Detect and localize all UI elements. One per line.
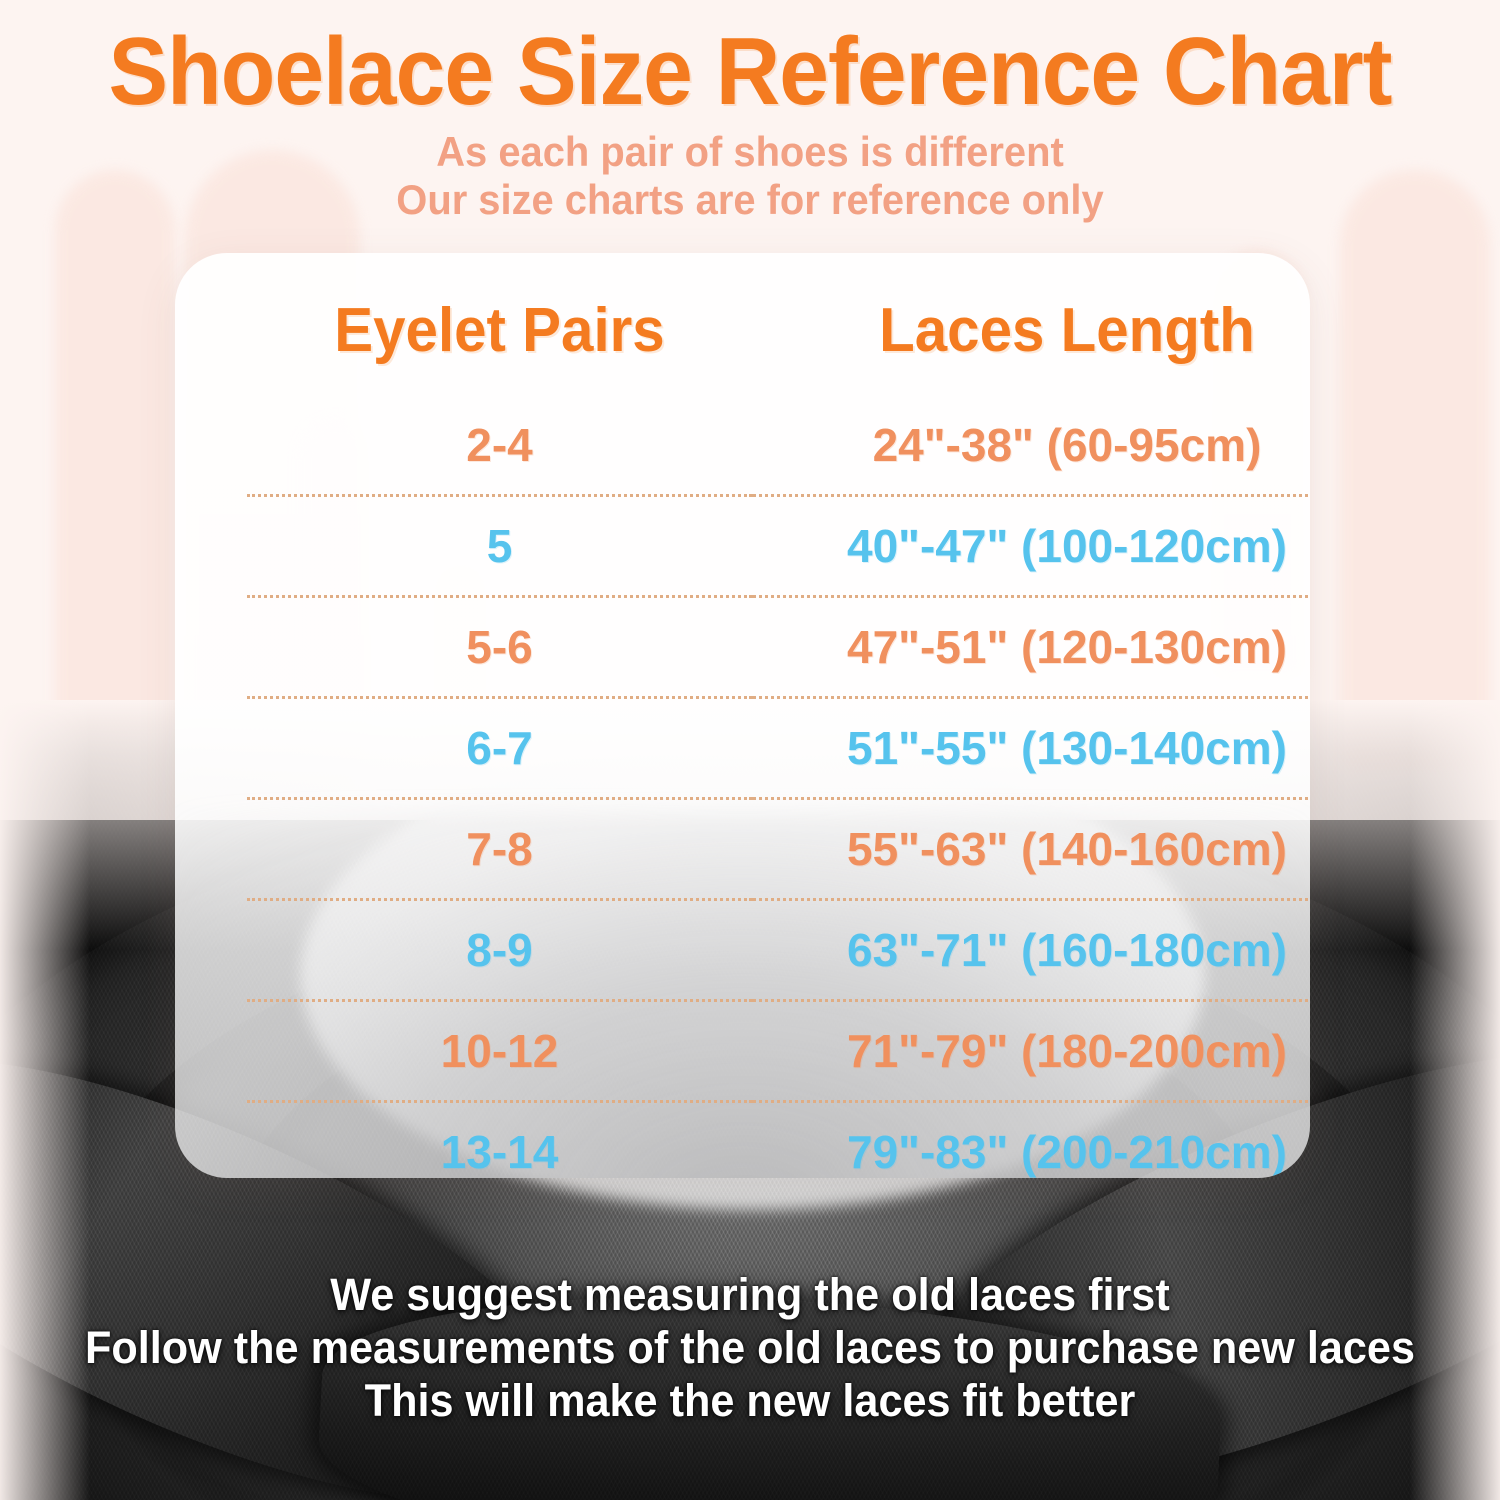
cell-laces-length: 71"-79" (180-200cm) bbox=[752, 999, 1310, 1102]
cell-eyelet-pairs: 6-7 bbox=[247, 696, 752, 799]
size-table-body: 2-4 24"-38" (60-95cm) 5 40"-47" (100-120cm)… bbox=[247, 396, 1310, 1178]
table-row: 5 40"-47" (100-120cm) bbox=[247, 494, 1310, 597]
size-table-wrapper: Eyelet Pairs Laces Length 2-4 24"-38" (60… bbox=[175, 253, 1310, 1178]
table-row: 13-14 79"-83" (200-210cm) bbox=[247, 1100, 1310, 1178]
cell-eyelet-pairs: 5 bbox=[247, 494, 752, 597]
page-title: Shoelace Size Reference Chart bbox=[108, 18, 1392, 125]
cell-eyelet-pairs: 13-14 bbox=[247, 1100, 752, 1178]
size-reference-table: Eyelet Pairs Laces Length 2-4 24"-38" (60… bbox=[247, 253, 1310, 1178]
table-row: 2-4 24"-38" (60-95cm) bbox=[247, 396, 1310, 496]
cell-laces-length: 79"-83" (200-210cm) bbox=[752, 1100, 1310, 1178]
caption-line-1: We suggest measuring the old laces first bbox=[330, 1269, 1170, 1320]
cell-laces-length: 40"-47" (100-120cm) bbox=[752, 494, 1310, 597]
background-watermark-shape bbox=[55, 170, 175, 730]
bottom-caption: We suggest measuring the old laces first… bbox=[30, 1268, 1470, 1427]
table-row: 7-8 55"-63" (140-160cm) bbox=[247, 797, 1310, 900]
page-subtitle: As each pair of shoes is different Our s… bbox=[38, 128, 1463, 224]
cell-eyelet-pairs: 10-12 bbox=[247, 999, 752, 1102]
subtitle-line-2: Our size charts are for reference only bbox=[396, 176, 1104, 223]
cell-laces-length: 24"-38" (60-95cm) bbox=[872, 419, 1262, 471]
cell-eyelet-pairs: 7-8 bbox=[247, 797, 752, 900]
table-row: 10-12 71"-79" (180-200cm) bbox=[247, 999, 1310, 1102]
cell-laces-length: 55"-63" (140-160cm) bbox=[752, 797, 1310, 900]
table-header-row: Eyelet Pairs Laces Length bbox=[247, 253, 1310, 396]
column-header-laces-length: Laces Length bbox=[879, 296, 1255, 365]
column-header-eyelet-pairs: Eyelet Pairs bbox=[334, 296, 665, 365]
subtitle-line-1: As each pair of shoes is different bbox=[436, 128, 1064, 175]
cell-eyelet-pairs: 8-9 bbox=[247, 898, 752, 1001]
cell-laces-length: 51"-55" (130-140cm) bbox=[752, 696, 1310, 799]
table-row: 8-9 63"-71" (160-180cm) bbox=[247, 898, 1310, 1001]
table-row: 6-7 51"-55" (130-140cm) bbox=[247, 696, 1310, 799]
photo-right-fade bbox=[1410, 700, 1500, 1500]
table-row: 5-6 47"-51" (120-130cm) bbox=[247, 595, 1310, 698]
cell-eyelet-pairs: 5-6 bbox=[247, 595, 752, 698]
photo-left-fade bbox=[0, 700, 90, 1500]
background-watermark-shape bbox=[1340, 170, 1490, 770]
caption-line-3: This will make the new laces fit better bbox=[364, 1375, 1136, 1426]
caption-line-2: Follow the measurements of the old laces… bbox=[85, 1322, 1415, 1373]
size-chart-card: Eyelet Pairs Laces Length 2-4 24"-38" (60… bbox=[175, 253, 1310, 1178]
cell-eyelet-pairs: 2-4 bbox=[466, 419, 533, 471]
cell-laces-length: 47"-51" (120-130cm) bbox=[752, 595, 1310, 698]
cell-laces-length: 63"-71" (160-180cm) bbox=[752, 898, 1310, 1001]
